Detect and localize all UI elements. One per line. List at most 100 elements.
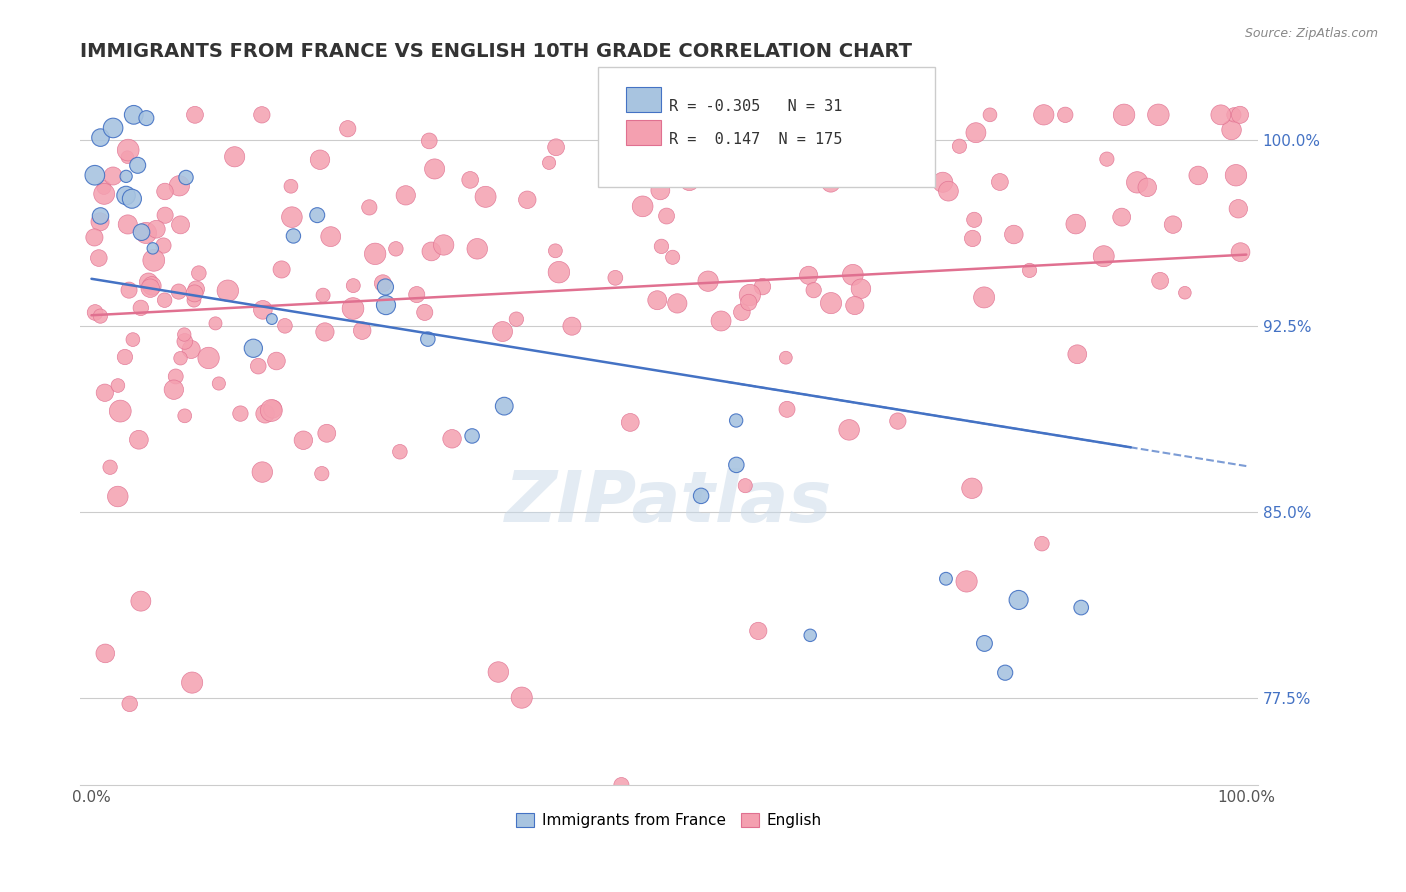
Point: [115, 188, 138, 202]
Point: [180, 343, 202, 357]
Point: [546, 140, 568, 154]
Point: [868, 169, 890, 183]
Point: [516, 193, 538, 207]
Point: [131, 225, 153, 239]
Point: [561, 319, 583, 334]
Point: [117, 143, 139, 157]
Point: [152, 238, 174, 252]
Point: [1054, 108, 1077, 122]
Point: [413, 305, 436, 319]
Point: [505, 312, 527, 326]
Point: [1070, 600, 1092, 615]
Point: [510, 690, 533, 705]
Point: [127, 158, 149, 172]
Point: [650, 239, 672, 253]
Point: [1229, 245, 1251, 260]
Point: [342, 301, 364, 316]
Point: [252, 302, 274, 317]
Point: [153, 208, 176, 222]
Point: [1136, 180, 1159, 194]
Point: [93, 180, 115, 194]
Point: [385, 242, 408, 256]
Point: [169, 218, 191, 232]
Point: [173, 409, 195, 423]
Point: [364, 247, 387, 261]
Point: [738, 115, 761, 129]
Point: [342, 278, 364, 293]
Point: [89, 215, 111, 229]
Point: [153, 293, 176, 308]
Point: [169, 351, 191, 366]
Point: [274, 318, 297, 333]
Point: [1225, 168, 1247, 182]
Point: [260, 312, 283, 326]
Point: [252, 465, 274, 479]
Point: [751, 279, 773, 293]
Point: [461, 429, 484, 443]
Point: [204, 317, 226, 331]
Point: [661, 250, 683, 264]
Point: [838, 423, 860, 437]
Point: [979, 108, 1001, 122]
Point: [965, 126, 987, 140]
Point: [142, 253, 165, 268]
Point: [187, 266, 209, 280]
Point: [605, 270, 627, 285]
Point: [849, 282, 872, 296]
Point: [1007, 593, 1029, 607]
Point: [281, 210, 304, 224]
Point: [173, 334, 195, 349]
Point: [842, 268, 865, 282]
Point: [938, 184, 960, 198]
Point: [1002, 227, 1025, 242]
Point: [122, 108, 145, 122]
Point: [142, 241, 165, 255]
Point: [645, 293, 668, 308]
Point: [973, 636, 995, 650]
Point: [725, 413, 748, 427]
Point: [879, 137, 901, 152]
Point: [262, 402, 284, 417]
Point: [114, 350, 136, 364]
Point: [107, 378, 129, 392]
Point: [153, 185, 176, 199]
Point: [655, 209, 678, 223]
Point: [1227, 202, 1250, 216]
Point: [416, 332, 439, 346]
Point: [734, 478, 756, 492]
Point: [352, 324, 374, 338]
Text: IMMIGRANTS FROM FRANCE VS ENGLISH 10TH GRADE CORRELATION CHART: IMMIGRANTS FROM FRANCE VS ENGLISH 10TH G…: [80, 42, 912, 61]
Text: ZIPatlas: ZIPatlas: [505, 467, 832, 537]
Point: [935, 572, 957, 586]
Point: [336, 121, 359, 136]
Point: [1220, 123, 1243, 137]
Point: [678, 174, 700, 188]
Point: [292, 434, 315, 448]
Point: [486, 665, 509, 679]
Point: [738, 288, 761, 302]
Point: [174, 170, 197, 185]
Point: [83, 230, 105, 244]
Point: [433, 238, 456, 252]
Point: [183, 286, 205, 301]
Point: [465, 242, 488, 256]
Point: [229, 407, 252, 421]
Point: [1187, 169, 1209, 183]
Point: [1223, 108, 1246, 122]
Point: [963, 212, 986, 227]
Point: [820, 176, 842, 190]
Point: [1032, 108, 1054, 122]
Point: [270, 262, 292, 277]
Point: [973, 290, 995, 304]
Point: [395, 188, 418, 202]
Point: [139, 281, 162, 295]
Point: [420, 244, 443, 259]
Point: [544, 244, 567, 258]
Point: [129, 301, 152, 315]
Point: [163, 383, 186, 397]
Point: [1092, 249, 1115, 263]
Point: [697, 274, 720, 288]
Point: [135, 226, 157, 240]
Point: [710, 314, 733, 328]
Point: [458, 173, 481, 187]
